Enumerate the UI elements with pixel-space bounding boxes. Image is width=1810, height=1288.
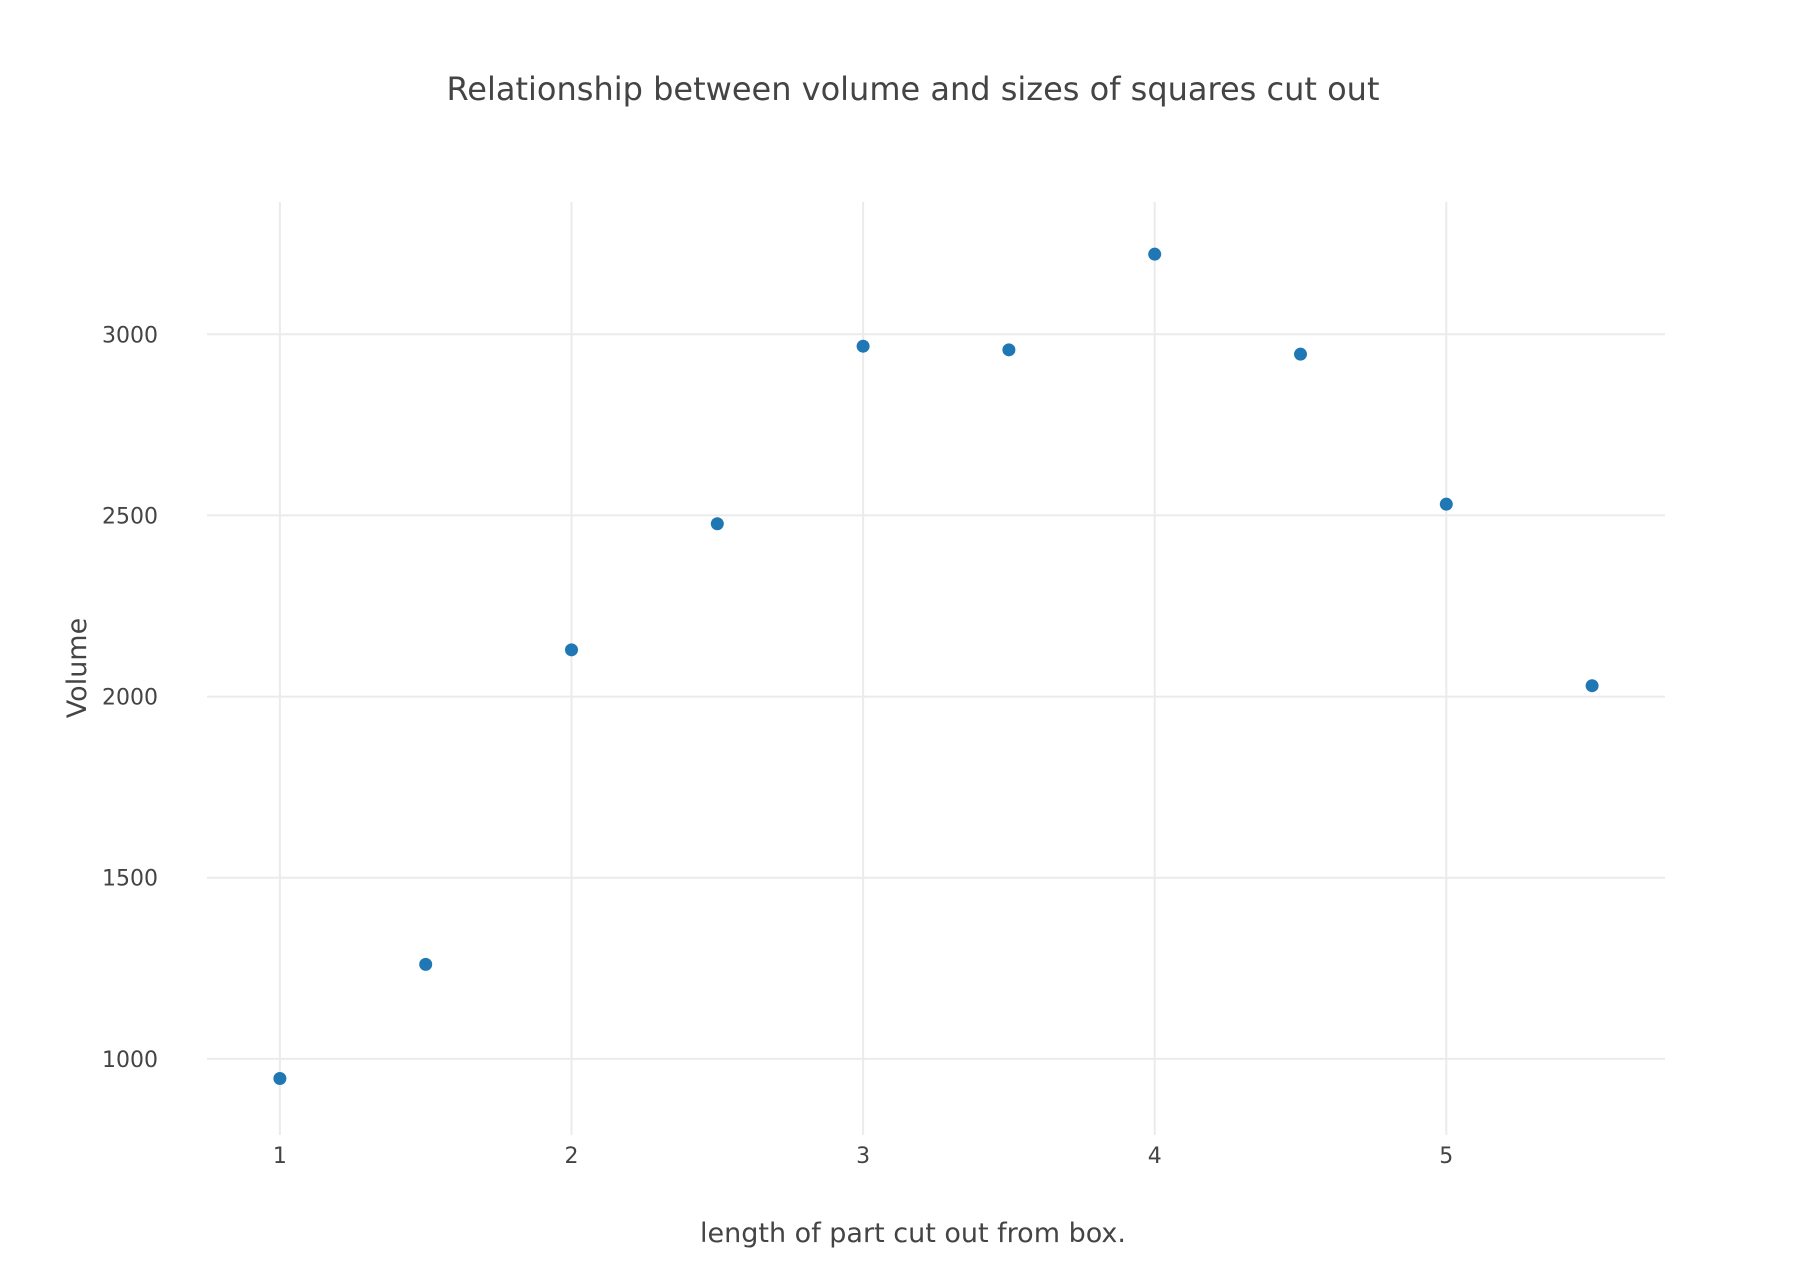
x-tick-label: 3 xyxy=(856,1144,870,1169)
chart-title: Relationship between volume and sizes of… xyxy=(446,70,1379,108)
data-point[interactable] xyxy=(1294,347,1307,361)
y-tick-label: 2000 xyxy=(102,686,158,711)
data-point[interactable] xyxy=(1585,679,1599,693)
x-tick-labels: 1 2 3 4 5 xyxy=(273,1144,1453,1169)
x-axis-title: length of part cut out from box. xyxy=(700,1218,1126,1249)
data-point[interactable] xyxy=(710,517,724,531)
y-tick-labels: 1000 1500 2000 2500 3000 xyxy=(102,323,158,1073)
data-point[interactable] xyxy=(1002,343,1016,357)
data-points xyxy=(273,247,1599,1085)
y-tick-label: 1500 xyxy=(102,867,158,892)
y-gridlines xyxy=(207,333,1665,1060)
x-tick-label: 1 xyxy=(273,1144,287,1169)
y-tick-label: 3000 xyxy=(102,323,158,348)
x-tick-label: 5 xyxy=(1439,1144,1453,1169)
y-tick-label: 1000 xyxy=(102,1048,158,1073)
x-gridlines xyxy=(278,202,1448,1135)
x-tick-label: 2 xyxy=(565,1144,579,1169)
x-tick-label: 4 xyxy=(1148,1144,1162,1169)
y-tick-label: 2500 xyxy=(102,504,158,529)
data-point[interactable] xyxy=(565,643,578,657)
data-point[interactable] xyxy=(419,957,433,971)
data-point[interactable] xyxy=(273,1071,287,1085)
data-point[interactable] xyxy=(1439,497,1453,511)
y-axis-title: Volume xyxy=(62,618,93,718)
data-point[interactable] xyxy=(856,339,870,353)
data-point[interactable] xyxy=(1148,247,1162,261)
